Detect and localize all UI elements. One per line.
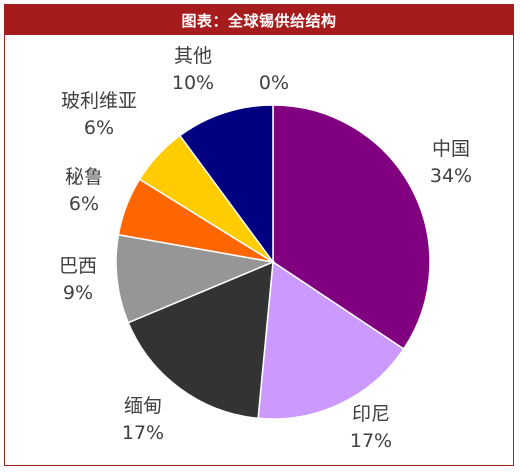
slice-name-label: 巴西 xyxy=(59,255,97,277)
slice-value-label: 6% xyxy=(69,193,99,215)
pie-slice xyxy=(178,104,274,265)
slice-value-label: 9% xyxy=(63,282,93,304)
slice-name-label: 玻利维亚 xyxy=(61,90,137,112)
slice-name-label: 其他 xyxy=(174,45,212,67)
slice-name-label: 印尼 xyxy=(352,403,390,425)
chart-title: 图表：全球锡供给结构 xyxy=(5,5,513,35)
slice-value-label: 17% xyxy=(350,430,392,452)
slice-name-label: 中国 xyxy=(432,138,470,160)
pie-slice xyxy=(127,260,274,420)
slice-name-label: 缅甸 xyxy=(124,395,162,417)
pie-slice xyxy=(115,233,276,324)
slice-name-label: 秘鲁 xyxy=(65,166,103,188)
extra-value-label: 0% xyxy=(259,72,289,94)
slice-value-label: 10% xyxy=(172,72,214,94)
slice-value-label: 6% xyxy=(84,117,114,139)
slice-value-label: 34% xyxy=(430,165,472,187)
slice-value-label: 17% xyxy=(122,422,164,444)
pie-slice xyxy=(257,260,405,420)
